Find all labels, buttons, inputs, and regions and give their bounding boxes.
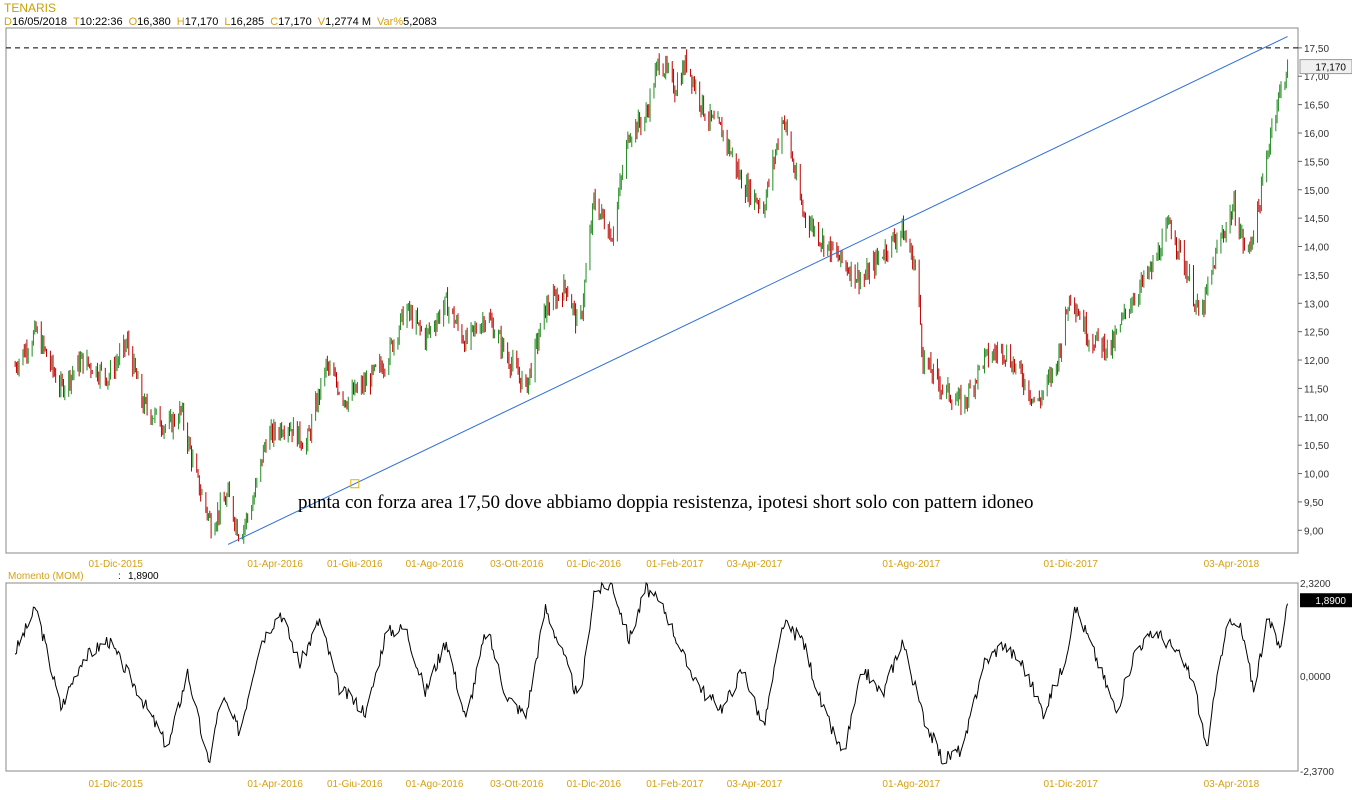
info-label: H	[176, 16, 185, 28]
y-tick-label: 13,50	[1304, 271, 1329, 282]
y-tick-label: 16,50	[1304, 101, 1329, 112]
info-label: V	[317, 16, 326, 28]
momentum-y-tick-label: -2,3700	[1300, 767, 1334, 778]
x-tick-label: 01-Dic-2015	[88, 779, 143, 790]
y-tick-label: 17,00	[1304, 72, 1329, 83]
momentum-y-tick-label: 2,3200	[1300, 579, 1331, 590]
y-tick-label: 13,00	[1304, 299, 1329, 310]
y-tick-label: 12,00	[1304, 356, 1329, 367]
x-tick-label: 03-Apr-2018	[1204, 559, 1260, 570]
x-tick-label: 01-Ago-2016	[406, 559, 464, 570]
info-value: 5,2083	[403, 16, 437, 28]
x-tick-label: 01-Ago-2017	[882, 559, 940, 570]
info-label: C	[270, 16, 279, 28]
price-panel-frame	[5, 27, 1299, 554]
momentum-value: 1,8900	[128, 571, 159, 582]
y-tick-label: 15,00	[1304, 186, 1329, 197]
x-tick-label: 01-Giu-2016	[327, 559, 383, 570]
y-tick-label: 15,50	[1304, 157, 1329, 168]
y-tick-label: 11,00	[1304, 413, 1329, 424]
y-tick-label: 10,00	[1304, 470, 1329, 481]
ohlc-info-line: D16/05/2018 T10:22:36 O16,380 H17,170 L16,28…	[4, 16, 443, 28]
momentum-line	[14, 581, 1288, 765]
last-price-label: 17,170	[1315, 63, 1346, 74]
momentum-value-tag-label: 1,8900	[1315, 596, 1346, 607]
info-value: 16,285	[230, 16, 265, 28]
x-tick-label: 01-Giu-2016	[327, 779, 383, 790]
x-tick-label: 03-Ott-2016	[490, 779, 544, 790]
y-tick-label: 10,50	[1304, 441, 1329, 452]
momentum-panel-frame	[5, 582, 1299, 772]
annotation-anchor	[350, 479, 360, 489]
info-value: 17,170	[278, 16, 312, 28]
last-price-tag	[1299, 59, 1352, 75]
x-tick-label: 01-Dic-2017	[1043, 779, 1098, 790]
momentum-title: Momento (MOM)	[8, 571, 84, 582]
x-tick-label: 03-Apr-2017	[727, 779, 783, 790]
y-tick-label: 12,50	[1304, 328, 1329, 339]
momentum-sep: :	[118, 571, 121, 582]
info-label: Var%	[377, 16, 404, 28]
x-tick-label: 01-Ago-2017	[882, 779, 940, 790]
info-value: 10:22:36	[79, 16, 123, 28]
y-tick-label: 17,50	[1304, 44, 1329, 55]
info-label: T	[73, 16, 80, 28]
info-value: 16,380	[137, 16, 171, 28]
info-label: D	[4, 16, 12, 28]
info-value: 17,170	[184, 16, 219, 28]
x-tick-label: 01-Dic-2016	[567, 779, 622, 790]
x-tick-label: 01-Apr-2016	[247, 559, 303, 570]
x-tick-label: 01-Apr-2016	[247, 779, 303, 790]
trendline	[227, 36, 1288, 545]
x-tick-label: 01-Dic-2015	[88, 559, 143, 570]
y-tick-label: 16,00	[1304, 129, 1329, 140]
x-tick-label: 03-Apr-2017	[727, 559, 783, 570]
x-tick-label: 03-Apr-2018	[1204, 779, 1260, 790]
y-tick-label: 9,00	[1304, 526, 1324, 537]
x-tick-label: 01-Feb-2017	[646, 779, 704, 790]
x-tick-label: 01-Dic-2016	[567, 559, 622, 570]
momentum-value-tag	[1300, 593, 1352, 608]
momentum-y-tick-label: 0,0000	[1300, 672, 1331, 683]
info-label: O	[128, 16, 138, 28]
info-value: 1,2774 M	[325, 16, 372, 28]
annotation-text: punta con forza area 17,50 dove abbiamo …	[298, 492, 1034, 513]
info-value: 16/05/2018	[11, 16, 68, 28]
symbol-title: TENARIS	[4, 1, 57, 15]
y-tick-label: 14,00	[1304, 243, 1329, 254]
x-tick-label: 03-Ott-2016	[490, 559, 544, 570]
y-tick-label: 9,50	[1304, 498, 1324, 509]
y-tick-label: 11,50	[1304, 384, 1329, 395]
info-label: L	[224, 16, 231, 28]
y-tick-label: 14,50	[1304, 214, 1329, 225]
x-tick-label: 01-Feb-2017	[646, 559, 704, 570]
x-tick-label: 01-Dic-2017	[1043, 559, 1098, 570]
x-tick-label: 01-Ago-2016	[406, 779, 464, 790]
